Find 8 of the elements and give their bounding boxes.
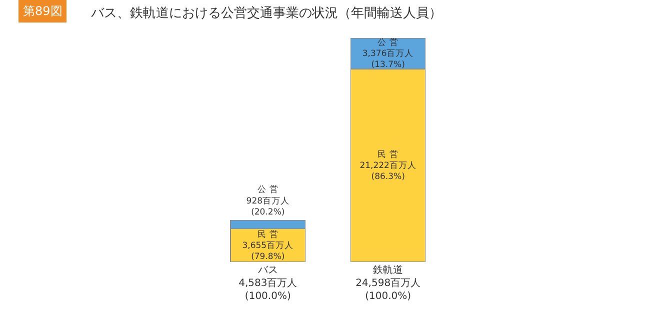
data-label: 民 営 3,655百万人 (79.8%) bbox=[242, 228, 294, 262]
x-tick-label: 鉄軌道 24,598百万人 (100.0%) bbox=[356, 264, 421, 302]
chart-title: バス、鉄軌道における公営交通事業の状況（年間輸送人員） bbox=[90, 5, 442, 22]
text: 第89図 bbox=[23, 4, 62, 18]
x-tick-label: バス 4,583百万人 (100.0%) bbox=[238, 265, 298, 302]
data-label: 公 営 928百万人 (20.2%) bbox=[246, 184, 290, 218]
data-label: 公 営 3,376百万人 (13.7%) bbox=[362, 37, 414, 70]
data-label: 民 営 21,222百万人 (86.3%) bbox=[360, 148, 416, 182]
